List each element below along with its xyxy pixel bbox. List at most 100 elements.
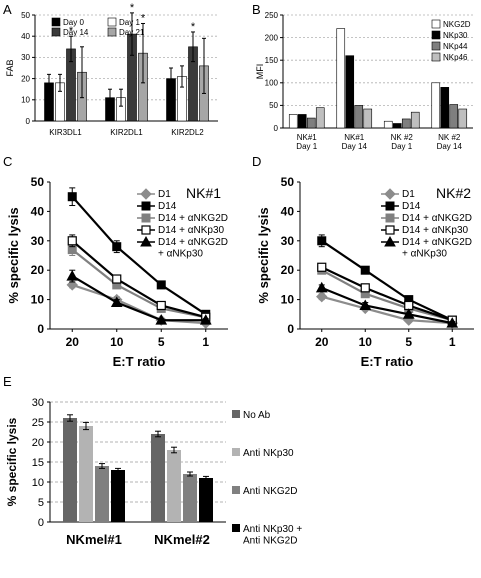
bar — [288, 114, 298, 129]
y-tick-label: 30 — [32, 397, 44, 409]
legend-item-swatch — [107, 17, 117, 27]
category-label: KIR3DL1 — [49, 128, 82, 137]
bar — [63, 418, 77, 522]
panel-letter-a: A — [3, 2, 12, 17]
series-line — [71, 248, 206, 319]
y-tick-label: 50 — [31, 175, 45, 189]
category-label-line: NK#1 — [297, 133, 318, 142]
y-axis-label: % specific lysis — [256, 207, 271, 303]
y-tick-label: 10 — [31, 293, 45, 307]
y-tick-label: 0 — [37, 322, 44, 336]
data-point — [110, 296, 123, 308]
bar — [199, 478, 213, 522]
legend-label: D14 + αNKG2D + αNKp30 — [158, 237, 228, 260]
legend-label: Day 1 — [119, 18, 140, 27]
legend-item-swatch — [431, 41, 441, 51]
bar — [354, 105, 364, 129]
legend-item-marker — [141, 225, 151, 235]
panel-d: D 0 10 20 30 40 50 20 10 5 1 E:T ratio % specific ly… — [252, 154, 474, 369]
data-point — [317, 262, 327, 272]
legend-label: No Ab — [243, 410, 271, 421]
chart-title: NK#2 — [436, 185, 471, 201]
legend-label: D1 — [158, 189, 171, 200]
data-point — [316, 290, 328, 303]
legend-label: Anti NKp30 — [243, 448, 294, 459]
significance-star: * — [191, 21, 196, 33]
legend-label: D14 + αNKG2D — [402, 213, 472, 224]
bar — [167, 450, 181, 522]
data-point — [67, 192, 77, 202]
legend-swatch — [232, 524, 240, 532]
bar — [401, 118, 411, 129]
data-point — [67, 236, 77, 246]
category-label-line: Day 1 — [296, 142, 317, 151]
x-tick-label: 5 — [405, 335, 412, 349]
legend-label: D14 + αNKp30 — [158, 225, 225, 236]
series-line — [71, 239, 207, 319]
y-axis-label: MFI — [255, 64, 265, 80]
series-line — [321, 239, 453, 322]
x-tick-label: 10 — [110, 335, 124, 349]
legend-swatch — [232, 448, 240, 456]
y-tick-label: 50 — [281, 175, 295, 189]
legend-item-marker — [385, 213, 395, 223]
y-tick-label: 100 — [265, 79, 279, 88]
y-tick-label: 0 — [287, 322, 294, 336]
y-tick-label: 30 — [281, 234, 295, 248]
bar — [410, 111, 420, 129]
data-point — [112, 242, 122, 252]
x-tick-label: 10 — [359, 335, 373, 349]
category-label: KIR2DL1 — [110, 128, 143, 137]
y-tick-label: 20 — [21, 74, 30, 83]
significance-star: * — [69, 25, 74, 37]
panel-letter: D — [252, 154, 261, 169]
legend-item-swatch — [51, 27, 61, 37]
bar — [111, 470, 125, 522]
legend-label: NKp44 — [443, 42, 468, 51]
y-axis-label: % specific lysis — [6, 207, 21, 303]
series-line — [71, 283, 206, 325]
series-line — [321, 269, 453, 322]
category-label: NK #2 Day 1 — [391, 133, 414, 151]
bar — [392, 123, 402, 129]
data-point — [446, 317, 459, 328]
panel-letter-b: B — [252, 2, 261, 17]
y-tick-label: 40 — [281, 204, 295, 218]
legend-item-marker — [141, 201, 151, 211]
panel-letter: C — [3, 154, 12, 169]
legend-label: D14 + αNKp30 — [402, 225, 469, 236]
data-point — [155, 314, 168, 325]
x-tick-label: 20 — [66, 335, 80, 349]
legend-item-swatch — [107, 27, 117, 37]
bar — [440, 87, 450, 129]
category-label-line: NK #2 — [391, 133, 414, 142]
data-point — [317, 236, 327, 246]
legend-label-line: D14 + αNKG2D — [402, 237, 472, 248]
data-point — [359, 299, 372, 310]
y-tick-label: 20 — [31, 263, 45, 277]
legend-label: D14 + αNKG2D + αNKp30 — [402, 237, 472, 260]
chart-title: NK#1 — [186, 185, 221, 201]
legend-item-marker — [384, 235, 396, 247]
category-label-line: Day 14 — [342, 142, 368, 151]
y-tick-label: 20 — [281, 263, 295, 277]
legend-label: Anti NKG2D — [243, 486, 297, 497]
bar — [449, 104, 459, 129]
legend-label: Anti NKp30 + Anti NKG2D — [243, 524, 302, 547]
y-tick-label: 150 — [265, 56, 279, 65]
bar — [363, 108, 373, 129]
y-tick-label: 5 — [38, 497, 44, 509]
legend-item-swatch — [431, 19, 441, 29]
legend-label-line: + αNKp30 — [158, 249, 203, 260]
y-tick-label: 50 — [269, 101, 278, 110]
bar — [458, 108, 468, 129]
legend-label: D14 — [402, 201, 421, 212]
legend-item-swatch — [431, 52, 441, 62]
x-tick-label: 20 — [315, 335, 329, 349]
data-point — [402, 308, 415, 319]
data-point — [315, 281, 328, 293]
series-line — [71, 195, 207, 316]
legend-label-line: D14 + αNKG2D — [158, 237, 228, 248]
category-label-line: NK #2 — [438, 133, 461, 142]
